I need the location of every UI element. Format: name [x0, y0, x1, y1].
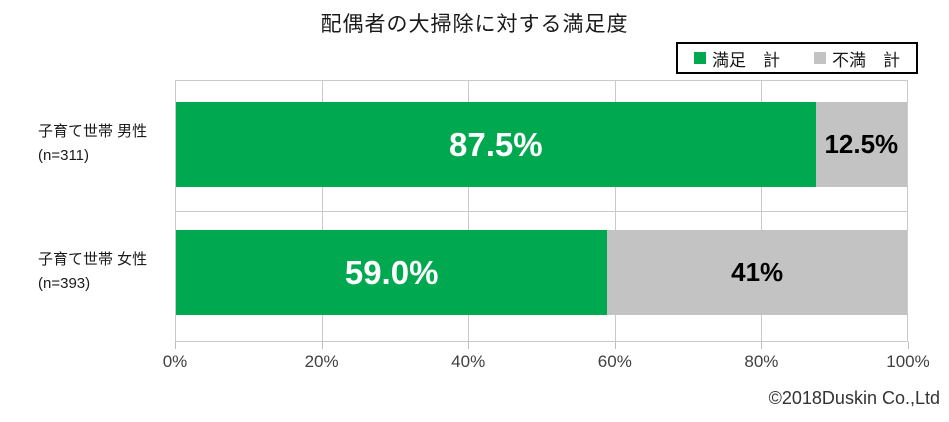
x-tick-label-0: 0% [162, 352, 188, 371]
x-tick-label-60: 60% [597, 352, 632, 371]
bar-segment-female-dissatisfied: 41% [607, 230, 907, 315]
category-name: 子育て世帯 女性 [38, 251, 148, 269]
legend-item-satisfied: 満足 計 [694, 46, 780, 71]
x-axis-ticks [175, 342, 909, 349]
tick-mark-100 [908, 342, 909, 349]
category-name: 子育て世帯 男性 [38, 123, 148, 141]
legend-label-dissatisfied: 不満 計 [832, 50, 900, 70]
bar-segment-male-satisfied: 87.5% [176, 102, 816, 187]
bar-value-male-dissatisfied: 12.5% [824, 129, 899, 159]
plot-area: 87.5% 12.5% 59.0% 41% [175, 80, 908, 342]
bar-row-female: 59.0% 41% [176, 230, 907, 315]
copyright-text: ©2018Duskin Co.,Ltd [768, 388, 940, 408]
bar-segment-male-dissatisfied: 12.5% [815, 102, 907, 187]
x-tick-label-20: 20% [304, 352, 339, 371]
category-sample-size: (n=393) [38, 274, 91, 292]
bar-value-female-satisfied: 59.0% [344, 253, 439, 291]
bar-row-male: 87.5% 12.5% [176, 102, 907, 187]
x-axis-labels: 0% 20% 40% 60% 80% 100% [163, 352, 930, 376]
tick-mark-0 [175, 342, 176, 349]
legend-swatch-satisfied-icon [694, 52, 706, 64]
category-sample-size: (n=311) [38, 146, 90, 164]
x-tick-label-80: 80% [744, 352, 779, 371]
x-tick-label-100: 100% [886, 352, 930, 371]
x-tick-label-40: 40% [451, 352, 486, 371]
tick-mark-40 [468, 342, 470, 349]
legend: 満足 計 不満 計 [676, 42, 918, 74]
category-label-female: 子育て世帯 女性 (n=393) [38, 229, 173, 314]
bar-segment-female-satisfied: 59.0% [176, 230, 608, 315]
gridline-category-divider [176, 211, 907, 212]
bar-value-male-satisfied: 87.5% [449, 125, 543, 163]
legend-label-satisfied: 満足 計 [712, 50, 780, 70]
tick-mark-20 [321, 342, 323, 349]
tick-mark-80 [761, 342, 763, 349]
legend-swatch-dissatisfied-icon [814, 52, 826, 64]
tick-mark-60 [614, 342, 616, 349]
category-label-male: 子育て世帯 男性 (n=311) [38, 101, 173, 186]
chart-title: 配偶者の大掃除に対する満足度 [320, 13, 629, 36]
bar-value-female-dissatisfied: 41% [731, 257, 784, 287]
legend-item-dissatisfied: 不満 計 [814, 46, 900, 71]
